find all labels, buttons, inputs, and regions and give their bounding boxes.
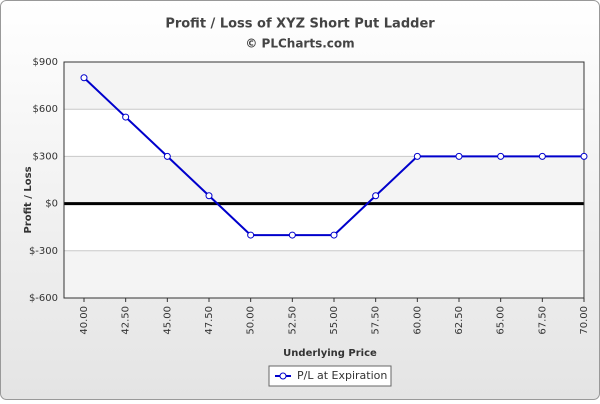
- y-tick-label: $-600: [29, 293, 58, 304]
- x-tick-label: 40.00: [79, 306, 90, 335]
- x-tick-label: 57.50: [371, 306, 382, 335]
- data-point: [413, 152, 421, 160]
- y-tick-label: $900: [33, 57, 58, 68]
- x-tick-label: 42.50: [121, 306, 132, 335]
- plot-band: [64, 250, 584, 298]
- legend-marker: [279, 372, 287, 380]
- x-tick-label: 62.50: [454, 306, 465, 335]
- x-tick-label: 50.00: [246, 306, 257, 335]
- x-tick-label: 65.00: [496, 306, 507, 335]
- y-tick-label: $600: [33, 104, 58, 115]
- y-axis-label: Profit / Loss: [23, 166, 34, 233]
- y-tick-label: $300: [33, 151, 58, 162]
- y-tick-label: $-300: [29, 246, 58, 257]
- legend-label: P/L at Expiration: [297, 369, 387, 382]
- data-point: [122, 113, 130, 121]
- x-tick-label: 67.50: [537, 306, 548, 335]
- plot-border: [63, 61, 585, 299]
- data-point: [497, 152, 505, 160]
- chart-title: Profit / Loss of XYZ Short Put Ladder: [165, 17, 435, 32]
- data-point: [538, 152, 546, 160]
- legend-box: [268, 365, 392, 387]
- plot-band: [64, 156, 584, 204]
- data-point: [288, 231, 296, 239]
- data-point: [163, 152, 171, 160]
- plot-band: [64, 62, 584, 110]
- data-point: [247, 231, 255, 239]
- x-tick-label: 45.00: [162, 306, 173, 335]
- x-tick-label: 70.00: [579, 306, 590, 335]
- data-point: [80, 74, 88, 82]
- x-axis-label: Underlying Price: [283, 348, 377, 359]
- data-point: [580, 152, 588, 160]
- x-tick-label: 55.00: [329, 306, 340, 335]
- data-point: [372, 192, 380, 200]
- data-point: [455, 152, 463, 160]
- y-tick-label: $0: [45, 199, 58, 210]
- x-tick-label: 60.00: [412, 306, 423, 335]
- chart-subtitle: © PLCharts.com: [245, 37, 354, 51]
- data-point: [205, 192, 213, 200]
- x-tick-label: 52.50: [287, 306, 298, 335]
- data-point: [330, 231, 338, 239]
- x-tick-label: 47.50: [204, 306, 215, 335]
